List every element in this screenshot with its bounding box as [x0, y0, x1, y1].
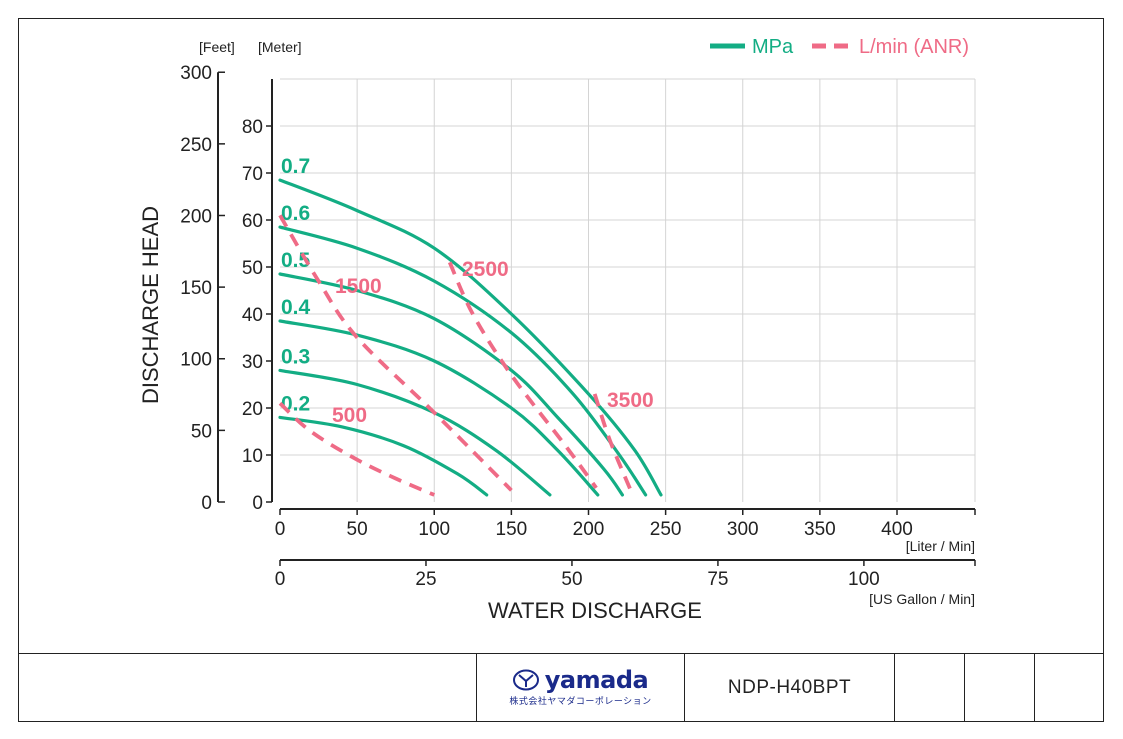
liter-unit-label: [Liter / Min] [906, 538, 975, 554]
mpa-curve [278, 319, 600, 497]
liter-axis-tick-label: 300 [727, 519, 759, 540]
liter-axis-tick-label: 350 [804, 519, 836, 540]
liter-axis-tick-label: 100 [418, 519, 450, 540]
legend-mpa-label: MPa [752, 36, 794, 58]
brand-logo: yamada [512, 666, 649, 694]
brand-logo-subtext: 株式会社ヤマダコーポレーション [509, 696, 652, 706]
feet-axis-tick-label: 150 [180, 278, 212, 299]
mpa-curve-label: 0.2 [281, 392, 310, 415]
mpa-curve [278, 225, 648, 497]
feet-axis-tick-label: 300 [180, 63, 212, 84]
meter-axis-tick-label: 50 [242, 258, 263, 279]
air-curve-label: 1500 [335, 275, 382, 298]
air-curve-label: 2500 [462, 258, 509, 281]
meter-axis-tick-label: 70 [242, 164, 263, 185]
gallon-axis-tick-label: 25 [415, 569, 436, 590]
title-block-cell [894, 654, 964, 721]
meter-axis-tick-label: 0 [252, 493, 263, 514]
brand-logo-cell: yamada 株式会社ヤマダコーポレーション [476, 654, 684, 721]
feet-unit-label: [Feet] [199, 39, 235, 55]
x-axis-title: WATER DISCHARGE [488, 598, 702, 623]
legend-air-label: L/min (ANR) [859, 36, 969, 58]
gallon-axis-tick-label: 0 [275, 569, 286, 590]
air-curve [278, 214, 513, 492]
meter-axis-tick-label: 10 [242, 446, 263, 467]
title-block-cell [1034, 654, 1102, 721]
mpa-curve [278, 415, 489, 497]
mpa-curve-label: 0.3 [281, 345, 310, 368]
meter-axis-tick-label: 80 [242, 117, 263, 138]
gallon-axis-tick-label: 100 [848, 569, 880, 590]
liter-axis-tick-label: 150 [496, 519, 528, 540]
title-block: yamada 株式会社ヤマダコーポレーション NDP-H40BPT [18, 653, 1104, 722]
liter-axis-tick-label: 0 [275, 519, 286, 540]
y-axis-title: DISCHARGE HEAD [138, 206, 163, 404]
meter-axis-tick-label: 40 [242, 305, 263, 326]
mpa-curve-label: 0.7 [281, 155, 310, 178]
gallon-axis-tick-label: 75 [707, 569, 728, 590]
mpa-curve-label: 0.4 [281, 296, 311, 319]
yamada-emblem-icon [512, 669, 539, 691]
meter-axis-tick-label: 20 [242, 399, 263, 420]
chart-frame [18, 18, 1104, 722]
model-number: NDP-H40BPT [684, 654, 894, 721]
air-curve-label: 500 [332, 404, 367, 427]
air-curve [278, 401, 436, 497]
mpa-curve-label: 0.6 [281, 202, 310, 225]
meter-axis-tick-label: 30 [242, 352, 263, 373]
title-block-cell [964, 654, 1034, 721]
plot-area [280, 79, 975, 502]
gallon-unit-label: [US Gallon / Min] [869, 591, 975, 607]
feet-axis-tick-label: 250 [180, 135, 212, 156]
air-curve-label: 3500 [607, 389, 654, 412]
liter-axis-tick-label: 50 [347, 519, 368, 540]
feet-axis-tick-label: 50 [191, 421, 212, 442]
liter-axis-tick-label: 200 [573, 519, 605, 540]
feet-axis-tick-label: 200 [180, 206, 212, 227]
liter-axis-tick-label: 400 [881, 519, 913, 540]
meter-axis-tick-label: 60 [242, 211, 263, 232]
liter-axis-tick-label: 250 [650, 519, 682, 540]
gallon-axis-tick-label: 50 [561, 569, 582, 590]
mpa-curve [278, 178, 663, 497]
air-curve [592, 393, 634, 494]
feet-axis-tick-label: 100 [180, 350, 212, 371]
meter-unit-label: [Meter] [258, 39, 302, 55]
brand-logo-wordmark: yamada [544, 666, 649, 694]
feet-axis-tick-label: 0 [201, 493, 212, 514]
